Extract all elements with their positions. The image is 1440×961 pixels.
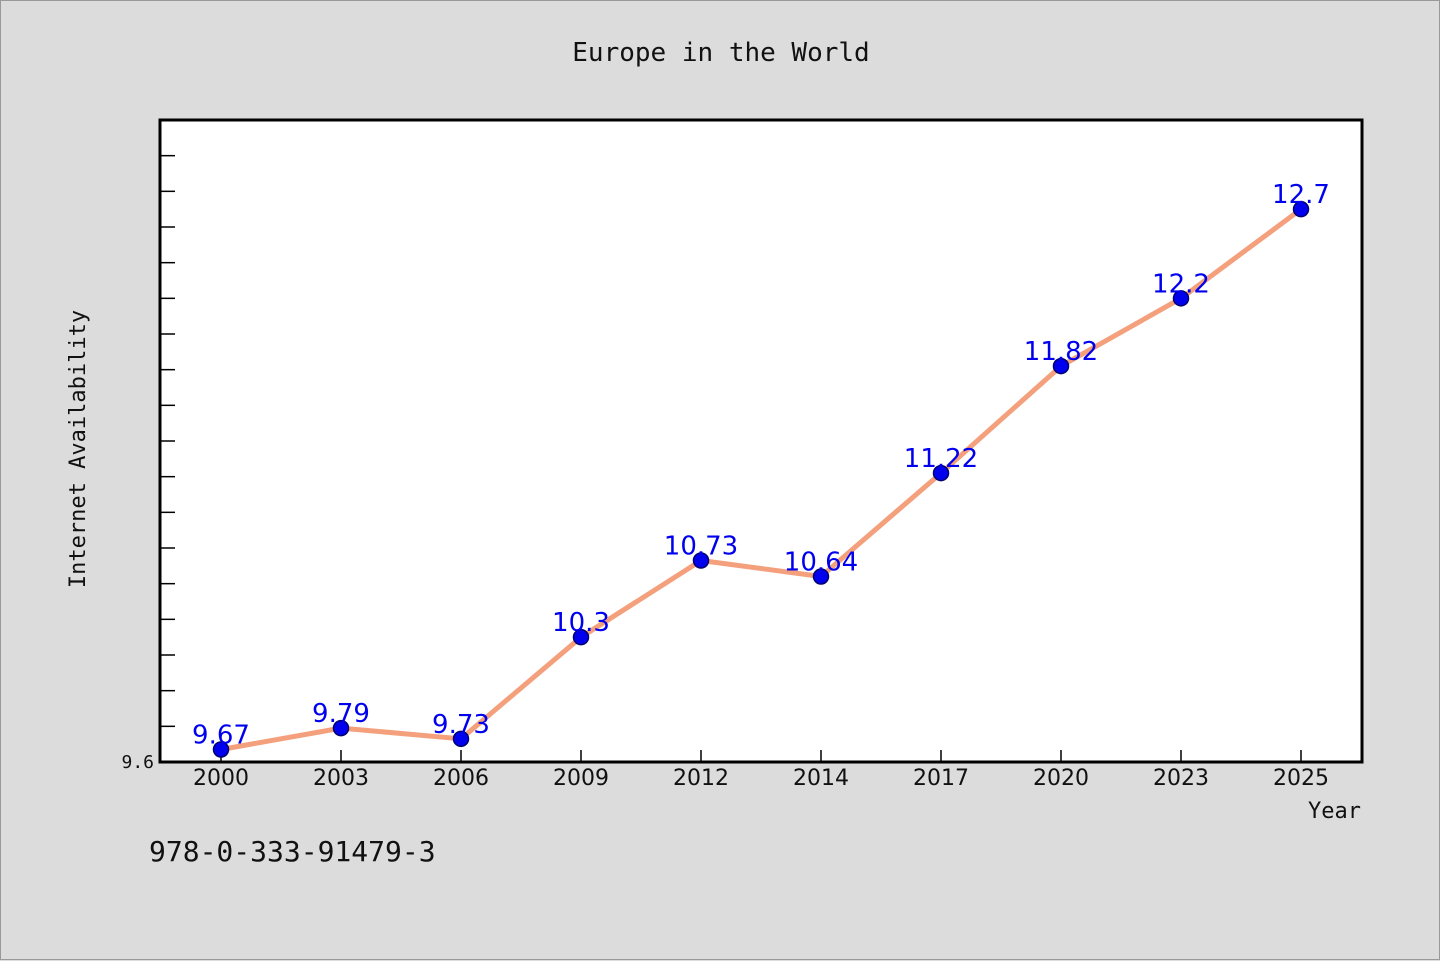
y-axis-tick-labels: 9.6 <box>121 752 154 773</box>
data-point <box>212 741 230 758</box>
data-label: 9.79 <box>312 699 370 729</box>
data-label: 11.22 <box>904 444 978 474</box>
data-label: 12.7 <box>1272 180 1330 210</box>
data-point <box>1052 357 1070 375</box>
x-tick-label: 2003 <box>313 766 369 791</box>
data-label: 11.82 <box>1024 337 1098 367</box>
x-tick-label: 2000 <box>193 766 249 791</box>
x-axis-title: Year <box>1308 799 1361 824</box>
x-tick-label: 2014 <box>793 766 849 791</box>
data-label: 10.3 <box>552 608 610 638</box>
data-point <box>692 552 710 569</box>
data-point <box>812 568 830 585</box>
x-tick-label: 2025 <box>1273 766 1329 791</box>
x-tick-label: 2006 <box>433 766 489 791</box>
plot-area <box>158 118 1364 764</box>
y-axis-title: Internet Availability <box>66 310 91 588</box>
data-label: 10.73 <box>664 531 738 561</box>
y-tick-label: 9.6 <box>121 752 154 773</box>
x-axis-ticks <box>220 750 1302 762</box>
data-label: 10.64 <box>784 548 858 578</box>
data-point <box>572 628 590 646</box>
chart-title: Europe in the World <box>572 38 869 68</box>
isbn-note: 978-0-333-91479-3 <box>149 835 436 868</box>
data-point <box>1172 290 1190 307</box>
data-label: 9.73 <box>432 710 490 740</box>
x-axis-tick-labels: 2000 2003 2006 2009 2012 2014 2017 2020 2023 2025 <box>193 766 1329 791</box>
data-point <box>932 464 950 482</box>
y-axis-minor-ticks <box>160 119 175 763</box>
x-tick-label: 2020 <box>1033 766 1089 791</box>
data-label: 9.67 <box>192 721 250 751</box>
x-tick-label: 2012 <box>673 766 729 791</box>
x-tick-label: 2009 <box>553 766 609 791</box>
series-line <box>218 206 1304 753</box>
x-tick-label: 2023 <box>1153 766 1209 791</box>
data-point <box>332 719 350 737</box>
data-point <box>452 730 470 748</box>
data-point <box>1292 200 1310 218</box>
data-label: 12.2 <box>1152 269 1210 299</box>
x-tick-label: 2017 <box>913 766 969 791</box>
series-layer: 9.67 9.79 9.73 10.3 10.73 10.64 11.22 11.82 12.2… <box>192 180 1330 758</box>
